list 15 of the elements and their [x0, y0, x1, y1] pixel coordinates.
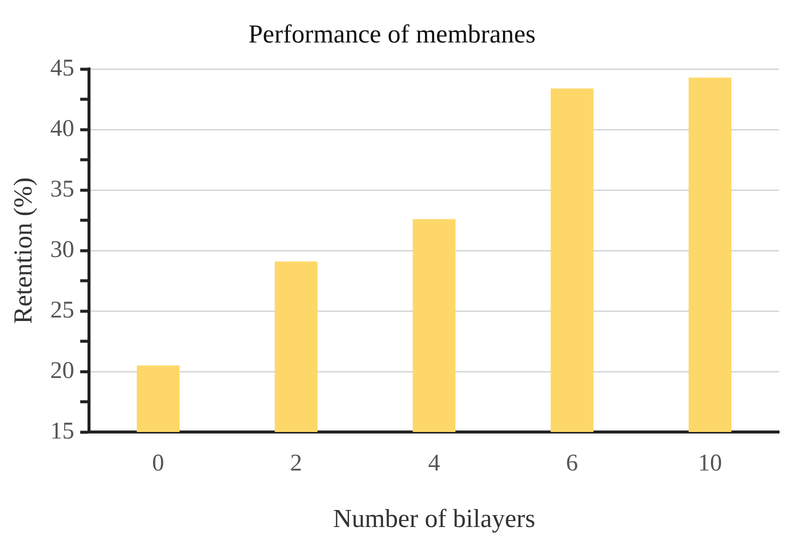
x-axis-title: Number of bilayers — [333, 504, 536, 534]
chart-title: Performance of membranes — [248, 19, 536, 48]
x-tick-label: 6 — [566, 450, 578, 477]
y-tick-label: 25 — [50, 297, 74, 324]
y-tick-label: 40 — [50, 116, 74, 142]
x-tick-label: 4 — [428, 450, 440, 477]
y-tick-label: 30 — [50, 236, 74, 263]
y-tick-label: 15 — [50, 418, 74, 444]
y-tick-label: 20 — [50, 358, 74, 384]
y-tick-label: 35 — [50, 176, 74, 202]
y-tick-label: 45 — [50, 55, 74, 82]
x-tick-label: 2 — [290, 450, 302, 477]
x-tick-label: 0 — [152, 450, 164, 477]
y-axis-title: Retention (%) — [8, 177, 38, 324]
x-tick-label: 10 — [698, 450, 722, 477]
